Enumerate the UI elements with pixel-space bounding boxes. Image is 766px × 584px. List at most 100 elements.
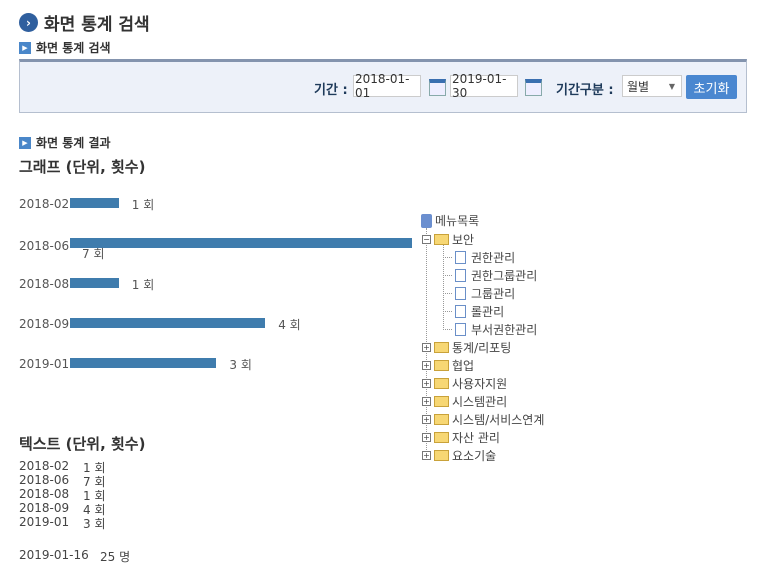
folder-icon (434, 432, 449, 443)
category-label: 2019-01 (19, 357, 70, 371)
text-row-value: 7 회 (83, 475, 106, 489)
data-label: 1 회 (131, 278, 155, 292)
category-label: 2018-02 (19, 197, 70, 211)
folder-icon (434, 360, 449, 371)
bullet-icon: ▶ (19, 136, 31, 149)
tree-line (426, 228, 427, 456)
folder-icon (434, 396, 449, 407)
period-label: 기간 : (314, 83, 348, 98)
folder-label: 보안 (452, 233, 475, 247)
footer-date: 2019-01-16 (19, 548, 89, 562)
calendar-icon[interactable] (429, 79, 446, 96)
folder-icon (434, 450, 449, 461)
document-icon (455, 287, 466, 300)
document-icon (455, 269, 466, 282)
text-row-date: 2018-09 (19, 501, 70, 515)
tree-root-label: 메뉴목록 (435, 214, 480, 228)
folder-label: 자산 관리 (452, 431, 500, 445)
tree-connector (443, 329, 452, 330)
expand-icon[interactable]: + (422, 451, 431, 460)
text-row-date: 2019-01 (19, 515, 70, 529)
data-label: 1 회 (131, 198, 155, 212)
tree-folder[interactable]: + 사용자지원 (422, 375, 507, 392)
tree-folder[interactable]: + 시스템관리 (422, 393, 507, 410)
tree-folder[interactable]: + 협업 (422, 357, 474, 374)
text-row-date: 2018-08 (19, 487, 70, 501)
tree-item-label: 롤관리 (471, 305, 505, 319)
page-title: › 화면 통계 검색 (19, 10, 150, 35)
tree-item-label: 부서권한관리 (471, 323, 538, 337)
tree-item[interactable]: 권한그룹관리 (443, 267, 537, 284)
data-label: 4 회 (278, 318, 301, 332)
category-label: 2018-06 (19, 239, 70, 253)
expand-icon[interactable]: + (422, 361, 431, 370)
result-section-title: ▶ 화면 통계 결과 (19, 134, 111, 151)
collapse-icon[interactable]: − (422, 235, 431, 244)
tree-connector (443, 293, 452, 294)
tree-folder[interactable]: + 시스템/서비스연계 (422, 411, 544, 428)
period-type-select[interactable]: 월별 ▼ (622, 75, 682, 97)
folder-label: 사용자지원 (452, 377, 508, 391)
folder-icon (434, 342, 449, 353)
tree-connector (443, 257, 452, 258)
tree-folder[interactable]: + 통계/리포팅 (422, 339, 511, 356)
tree-item[interactable]: 권한관리 (443, 249, 515, 266)
tree-folder[interactable]: + 자산 관리 (422, 429, 500, 446)
folder-label: 통계/리포팅 (452, 341, 512, 355)
text-title: 텍스트 (단위, 횟수) (19, 435, 146, 453)
text-row-date: 2018-02 (19, 459, 70, 473)
bar (70, 238, 412, 248)
folder-label: 요소기술 (452, 449, 497, 463)
graph-title: 그래프 (단위, 횟수) (19, 158, 146, 176)
tree-item[interactable]: 롤관리 (443, 303, 504, 320)
bar (70, 318, 266, 328)
document-icon (455, 323, 466, 336)
calendar-icon[interactable] (525, 79, 542, 96)
category-label: 2018-09 (19, 317, 70, 331)
tree-connector (443, 311, 452, 312)
bar (70, 198, 119, 208)
document-icon (455, 305, 466, 318)
tree-connector (443, 275, 452, 276)
expand-icon[interactable]: + (422, 379, 431, 388)
footer-count: 25 명 (100, 550, 131, 564)
text-row-value: 4 회 (83, 503, 106, 517)
start-date-input[interactable]: 2018-01-01 (353, 72, 421, 100)
bar (70, 358, 217, 368)
text-row-value: 3 회 (83, 517, 106, 531)
tree-folder-open[interactable]: − 보안 (422, 231, 474, 248)
chevron-right-icon: › (19, 13, 38, 32)
tree-item[interactable]: 부서권한관리 (443, 321, 537, 338)
folder-label: 시스템/서비스연계 (452, 413, 545, 427)
bullet-icon: ▶ (19, 41, 31, 54)
data-label: 3 회 (229, 358, 252, 372)
folder-label: 시스템관리 (452, 395, 508, 409)
expand-icon[interactable]: + (422, 397, 431, 406)
period-type-label: 기간구분 : (556, 83, 614, 98)
end-date-input[interactable]: 2019-01-30 (450, 72, 518, 100)
data-label: 7 회 (82, 247, 105, 261)
folder-icon (434, 378, 449, 389)
category-label: 2018-08 (19, 277, 70, 291)
search-section-title: ▶ 화면 통계 검색 (19, 39, 111, 56)
tree-item-label: 그룹관리 (471, 287, 516, 301)
document-icon (455, 251, 466, 264)
text-row-value: 1 회 (83, 489, 106, 503)
expand-icon[interactable]: + (422, 433, 431, 442)
expand-icon[interactable]: + (422, 343, 431, 352)
folder-label: 협업 (452, 359, 475, 373)
tree-item-label: 권한그룹관리 (471, 269, 538, 283)
tree-item-label: 권한관리 (471, 251, 516, 265)
tree-root: 메뉴목록 (421, 212, 479, 229)
text-row-date: 2018-06 (19, 473, 70, 487)
dropdown-arrow-icon: ▼ (668, 81, 675, 91)
expand-icon[interactable]: + (422, 415, 431, 424)
folder-open-icon (434, 234, 449, 245)
tree-item[interactable]: 그룹관리 (443, 285, 515, 302)
folder-icon (434, 414, 449, 425)
tree-folder[interactable]: + 요소기술 (422, 447, 496, 464)
text-row-value: 1 회 (83, 461, 106, 475)
reset-button[interactable]: 초기화 (686, 75, 737, 99)
bar (70, 278, 119, 288)
computer-icon (421, 213, 432, 228)
